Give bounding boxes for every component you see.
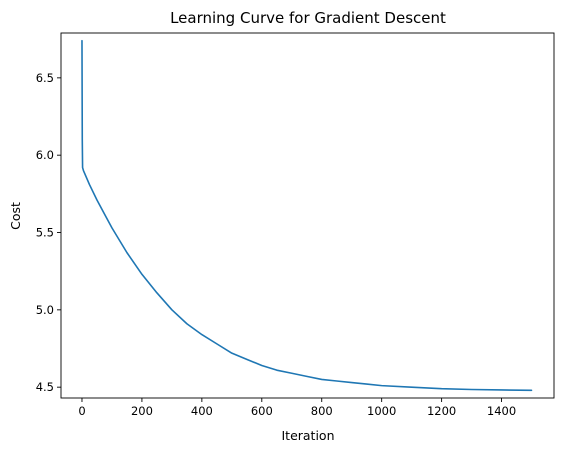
y-tick-label: 5.5 [36,226,54,240]
y-tick-label: 4.5 [36,380,54,394]
plot-frame [60,32,555,399]
x-axis-label: Iteration [281,428,334,443]
x-tick-label: 800 [311,404,333,418]
x-tick-label: 200 [131,404,153,418]
x-tick-label: 0 [78,404,85,418]
x-tick-label: 600 [251,404,273,418]
x-tick-label: 1400 [487,404,516,418]
chart-title: Learning Curve for Gradient Descent [170,9,446,27]
y-tick-label: 5.0 [36,303,54,317]
y-tick-label: 6.5 [36,71,54,85]
plot-area: 0 200 400 600 800 1000 1200 1400 4.5 5.0 5.5 6.0 6.… [36,32,555,418]
x-axis-ticks: 0 200 400 600 800 1000 1200 1400 [78,398,516,418]
y-axis-ticks: 4.5 5.0 5.5 6.0 6.5 [36,71,61,394]
x-tick-label: 1000 [367,404,396,418]
plot-background [61,33,554,398]
y-axis-label: Cost [8,202,23,230]
x-tick-label: 400 [191,404,213,418]
cost-series-line [81,39,533,392]
x-tick-label: 1200 [427,404,456,418]
y-tick-label: 6.0 [36,148,54,162]
